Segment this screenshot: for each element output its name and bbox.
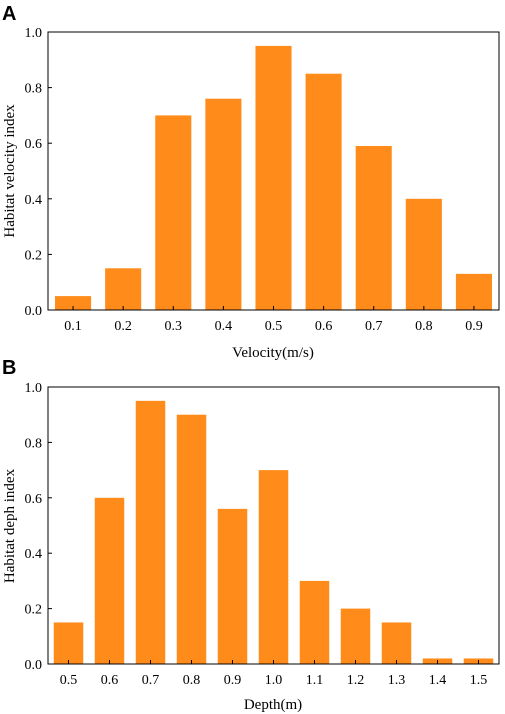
- panel-b-bar-1.2: [340, 608, 371, 664]
- panel-a-y-tick-label: 1.0: [25, 26, 43, 41]
- panel-b-y-axis-title: Habitat deph index: [2, 468, 18, 583]
- panel-a-bar-0.2: [105, 268, 142, 310]
- panel-b-label: B: [2, 357, 16, 379]
- panel-b-x-axis-title: Depth(m): [244, 697, 302, 713]
- panel-b-bar-1.3: [381, 622, 412, 664]
- panel-a-bar-0.9: [455, 273, 492, 310]
- panel-a-x-ticks: 0.1 0.2 0.3 0.4 0.5 0.6 0.7 0.8 0.9: [64, 306, 483, 334]
- panel-b-y-tick-label: 0.0: [25, 658, 43, 673]
- panel-b-y-ticks: 0.0 0.2 0.4 0.6 0.8 1.0: [25, 381, 52, 673]
- panel-a-y-tick-label: 0.4: [25, 193, 43, 208]
- panel-b-y-tick-label: 0.6: [25, 492, 43, 507]
- panel-b-y-tick-label: 1.0: [25, 381, 43, 396]
- panel-a-x-axis-title: Velocity(m/s): [232, 345, 314, 361]
- panel-a-bar-0.5: [255, 45, 292, 311]
- panel-b-y-tick-label: 0.2: [25, 603, 43, 618]
- panel-a-x-tick-label: 0.4: [215, 319, 233, 334]
- panel-a-plot-frame: [47, 31, 500, 311]
- panel-b-bar-1.1: [299, 580, 330, 664]
- panel-b-plot-frame: [47, 386, 500, 665]
- panel-b-bars: [53, 400, 494, 664]
- panel-a-x-tick-label: 0.5: [265, 319, 283, 334]
- panel-a-y-ticks: 0.0 0.2 0.4 0.6 0.8 1.0: [25, 26, 52, 319]
- panel-b-x-tick-label: 1.0: [265, 673, 283, 688]
- panel-a-x-tick-label: 0.8: [415, 319, 433, 334]
- panel-a-x-tick-label: 0.6: [315, 319, 333, 334]
- panel-b-bar-0.9: [217, 508, 248, 664]
- panel-b-bar-0.6: [94, 497, 125, 664]
- panel-b-y-tick-label: 0.4: [25, 547, 43, 562]
- panel-a-x-tick-label: 0.1: [64, 319, 82, 334]
- panel-b-bar-1.0: [258, 470, 289, 664]
- panel-b-bar-0.8: [176, 414, 207, 664]
- panel-a-bar-0.4: [205, 98, 242, 310]
- panel-b-x-tick-label: 1.3: [388, 673, 406, 688]
- panel-b-x-tick-label: 0.5: [60, 673, 78, 688]
- panel-b-x-tick-label: 0.8: [183, 673, 201, 688]
- panel-a-bar-0.1: [55, 296, 92, 310]
- panel-b-x-tick-label: 0.6: [101, 673, 119, 688]
- panel-b-y-tick-label: 0.8: [25, 436, 43, 451]
- panel-a-bar-0.7: [355, 145, 392, 310]
- panel-a-x-tick-label: 0.3: [165, 319, 183, 334]
- panel-a-bars: [55, 45, 492, 311]
- panel-b-bar-0.7: [135, 400, 166, 664]
- panel-a-y-tick-label: 0.2: [25, 248, 43, 263]
- panel-a-x-tick-label: 0.2: [114, 319, 132, 334]
- panel-a-y-axis-title: Habitat velocity index: [2, 104, 18, 238]
- panel-b-bar-0.5: [53, 622, 84, 664]
- panel-a-y-tick-label: 0.6: [25, 137, 43, 152]
- panel-b-x-tick-label: 1.1: [306, 673, 324, 688]
- panel-b-x-tick-label: 1.4: [429, 673, 447, 688]
- panel-b-x-tick-label: 0.7: [142, 673, 160, 688]
- panel-b-x-ticks: 0.5 0.6 0.7 0.8 0.9 1.0 1.1 1.2 1.3 1.4 1.5: [60, 660, 488, 688]
- panel-a-x-tick-label: 0.7: [365, 319, 383, 334]
- panel-a-y-tick-label: 0.8: [25, 82, 43, 97]
- panel-a-label: A: [2, 3, 16, 25]
- panel-b-x-tick-label: 1.5: [470, 673, 488, 688]
- panel-b: B 0.5 0.6 0.7 0.8 0.9 1.0 1.1 1.2 1.3 1.4 1.5 0.00…: [2, 357, 500, 713]
- panel-a: A 0.1 0.2 0.3 0.4 0.5 0.6 0.7 0.8 0.9 0.00.20.40…: [2, 3, 500, 361]
- panel-a-bar-0.8: [405, 198, 442, 310]
- panel-a-bar-0.6: [305, 73, 342, 310]
- panel-a-bar-0.3: [155, 115, 192, 311]
- panel-a-x-tick-label: 0.9: [465, 319, 483, 334]
- panel-b-x-tick-label: 0.9: [224, 673, 242, 688]
- panel-b-x-tick-label: 1.2: [347, 673, 365, 688]
- panel-a-y-tick-label: 0.0: [25, 304, 43, 319]
